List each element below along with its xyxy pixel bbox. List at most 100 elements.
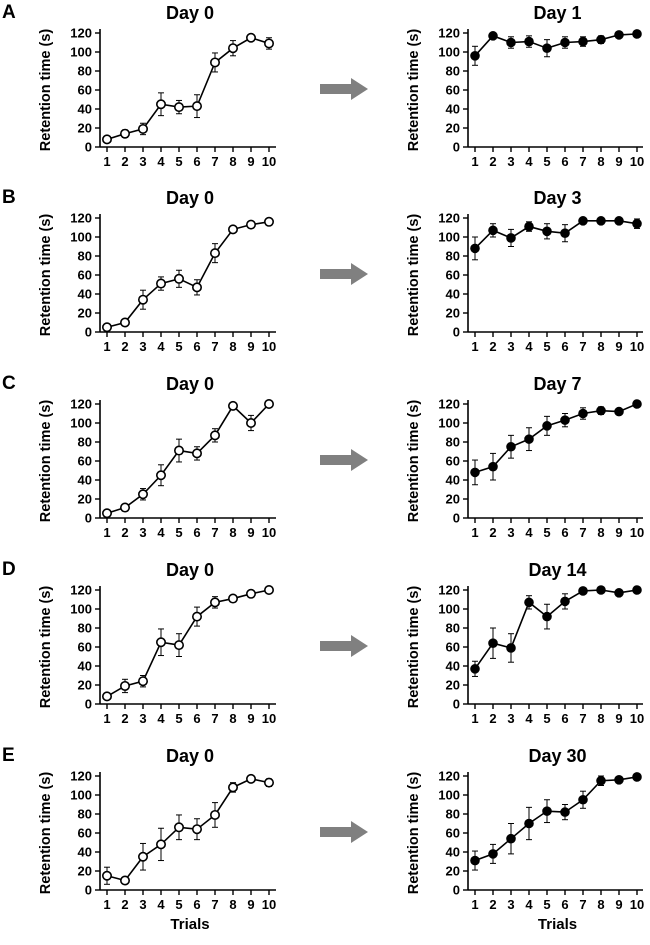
data-point-e-after-1 <box>470 855 480 866</box>
data-point-d-after-2 <box>488 638 498 649</box>
y-tick-label-b-before-20: 20 <box>78 306 92 321</box>
y-tick-label-d-before-120: 120 <box>70 583 92 598</box>
arrow-icon-d <box>320 635 368 657</box>
arrow-icon-c <box>320 449 368 471</box>
y-tick-label-e-after-40: 40 <box>446 845 460 860</box>
data-point-d-after-6 <box>560 596 570 607</box>
data-point-a-before-2 <box>120 128 131 139</box>
series-line-c-after <box>474 403 638 474</box>
data-point-a-after-5 <box>542 43 552 54</box>
x-tick-label-e-after-3: 3 <box>507 897 514 912</box>
data-point-e-after-10 <box>632 772 642 782</box>
data-point-b-after-2 <box>488 225 498 236</box>
y-tick-label-c-before-120: 120 <box>70 397 92 412</box>
data-point-a-before-5 <box>174 102 185 113</box>
data-point-a-before-9 <box>246 32 257 43</box>
data-point-e-before-10 <box>263 777 274 788</box>
data-point-e-before-8 <box>228 782 239 793</box>
chart-title-a-after: Day 1 <box>533 3 581 23</box>
x-tick-label-e-after-8: 8 <box>597 897 604 912</box>
x-tick-label-d-after-8: 8 <box>597 711 604 726</box>
y-tick-label-b-before-80: 80 <box>78 249 92 264</box>
x-axis-label-e-before: Trials <box>170 916 209 933</box>
data-point-b-before-5 <box>174 273 185 284</box>
y-tick-label-d-after-20: 20 <box>446 678 460 693</box>
x-tick-label-d-before-9: 9 <box>247 711 254 726</box>
chart-title-c-before: Day 0 <box>166 374 214 394</box>
y-axis-label-b-after: Retention time (s) <box>406 214 422 337</box>
x-tick-label-b-before-1: 1 <box>103 339 110 354</box>
x-tick-label-b-after-2: 2 <box>489 339 496 354</box>
x-tick-label-a-before-1: 1 <box>103 154 110 169</box>
data-point-d-before-4 <box>156 637 167 648</box>
x-tick-label-d-after-3: 3 <box>507 711 514 726</box>
y-tick-label-e-after-80: 80 <box>446 807 460 822</box>
x-tick-label-e-after-5: 5 <box>543 897 550 912</box>
x-tick-label-b-after-1: 1 <box>471 339 478 354</box>
data-point-b-before-9 <box>246 219 257 230</box>
x-tick-label-c-after-3: 3 <box>507 525 514 540</box>
data-point-b-before-10 <box>263 216 274 227</box>
y-tick-label-c-after-40: 40 <box>446 473 460 488</box>
x-tick-label-e-after-7: 7 <box>579 897 586 912</box>
x-tick-label-a-after-4: 4 <box>525 154 533 169</box>
y-tick-label-a-before-40: 40 <box>78 102 92 117</box>
x-tick-label-c-after-6: 6 <box>561 525 568 540</box>
x-tick-label-d-before-6: 6 <box>193 711 200 726</box>
x-tick-label-e-after-1: 1 <box>471 897 478 912</box>
y-tick-label-b-after-40: 40 <box>446 287 460 302</box>
data-point-a-before-6 <box>192 101 203 112</box>
x-tick-label-d-before-5: 5 <box>175 711 182 726</box>
data-point-d-after-3 <box>506 643 516 653</box>
x-tick-label-a-after-1: 1 <box>471 154 478 169</box>
data-point-b-after-3 <box>506 233 516 243</box>
y-tick-label-e-before-80: 80 <box>78 807 92 822</box>
x-tick-label-e-after-10: 10 <box>630 897 644 912</box>
y-tick-label-d-after-60: 60 <box>446 640 460 655</box>
x-tick-label-d-after-4: 4 <box>525 711 533 726</box>
x-tick-label-b-before-9: 9 <box>247 339 254 354</box>
y-tick-label-d-after-80: 80 <box>446 621 460 636</box>
chart-title-e-after: Day 30 <box>528 746 586 766</box>
data-point-b-before-7 <box>210 248 221 259</box>
y-tick-label-e-after-20: 20 <box>446 864 460 879</box>
x-tick-label-c-after-9: 9 <box>615 525 622 540</box>
x-tick-label-d-after-5: 5 <box>543 711 550 726</box>
x-tick-label-b-after-5: 5 <box>543 339 550 354</box>
data-point-e-before-7 <box>210 809 221 820</box>
x-tick-label-a-before-6: 6 <box>193 154 200 169</box>
y-tick-label-a-after-40: 40 <box>446 102 460 117</box>
data-point-a-before-3 <box>138 123 149 134</box>
data-point-e-before-9 <box>246 773 257 784</box>
x-tick-label-d-after-1: 1 <box>471 711 478 726</box>
y-axis-label-a-before: Retention time (s) <box>38 29 54 152</box>
y-tick-label-b-before-60: 60 <box>78 268 92 283</box>
chart-title-c-after: Day 7 <box>533 374 581 394</box>
y-axis-label-a-after: Retention time (s) <box>406 29 422 152</box>
data-point-c-before-9 <box>246 417 257 428</box>
y-tick-label-a-after-60: 60 <box>446 83 460 98</box>
x-tick-label-b-before-6: 6 <box>193 339 200 354</box>
x-tick-label-b-before-10: 10 <box>262 339 276 354</box>
x-tick-label-e-after-4: 4 <box>525 897 533 912</box>
data-point-d-before-6 <box>192 611 203 622</box>
y-tick-label-e-after-60: 60 <box>446 826 460 841</box>
panel-letter-d: D <box>2 559 16 580</box>
series-line-d-after <box>474 589 638 670</box>
data-point-a-after-2 <box>488 31 498 41</box>
y-tick-label-b-after-20: 20 <box>446 306 460 321</box>
data-point-e-before-6 <box>192 824 203 835</box>
x-tick-label-c-before-9: 9 <box>247 525 254 540</box>
x-tick-label-e-before-5: 5 <box>175 897 182 912</box>
data-point-e-after-6 <box>560 807 570 817</box>
y-tick-label-b-after-120: 120 <box>438 211 460 226</box>
y-tick-label-c-before-20: 20 <box>78 492 92 507</box>
x-tick-label-e-after-2: 2 <box>489 897 496 912</box>
x-tick-label-c-after-5: 5 <box>543 525 550 540</box>
data-point-d-before-9 <box>246 588 257 599</box>
x-tick-label-c-before-1: 1 <box>103 525 110 540</box>
y-axis-label-e-before: Retention time (s) <box>38 772 54 895</box>
y-tick-label-a-after-20: 20 <box>446 121 460 136</box>
data-point-e-after-4 <box>524 818 534 829</box>
x-tick-label-b-before-7: 7 <box>211 339 218 354</box>
